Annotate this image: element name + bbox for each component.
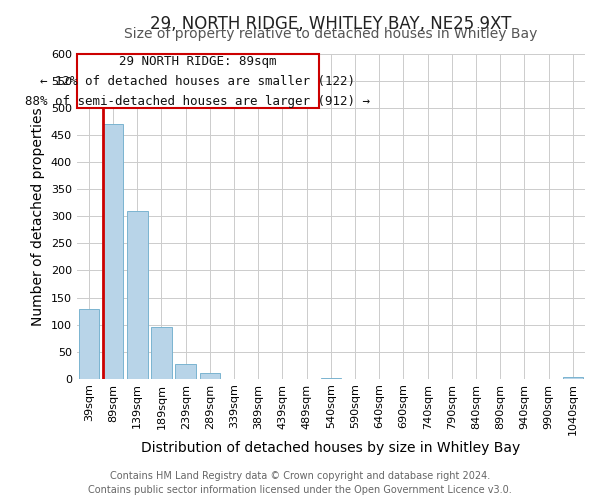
Text: Contains HM Land Registry data © Crown copyright and database right 2024.
Contai: Contains HM Land Registry data © Crown c… (88, 471, 512, 495)
Bar (175, 364, 196, 378)
Text: 29 NORTH RIDGE: 89sqm
← 12% of detached houses are smaller (122)
88% of semi-det: 29 NORTH RIDGE: 89sqm ← 12% of detached … (25, 54, 370, 108)
Bar (563, 377, 583, 378)
Bar (79, 310, 99, 378)
X-axis label: Distribution of detached houses by size in Whitley Bay: Distribution of detached houses by size … (141, 441, 521, 455)
Bar (77, 54, 319, 108)
Text: Size of property relative to detached houses in Whitley Bay: Size of property relative to detached ho… (124, 27, 538, 41)
Bar (103, 124, 124, 378)
Bar (151, 328, 172, 378)
Bar (127, 211, 148, 378)
Y-axis label: Number of detached properties: Number of detached properties (31, 107, 45, 326)
Title: 29, NORTH RIDGE, WHITLEY BAY, NE25 9XT: 29, NORTH RIDGE, WHITLEY BAY, NE25 9XT (150, 15, 512, 33)
Bar (200, 373, 220, 378)
